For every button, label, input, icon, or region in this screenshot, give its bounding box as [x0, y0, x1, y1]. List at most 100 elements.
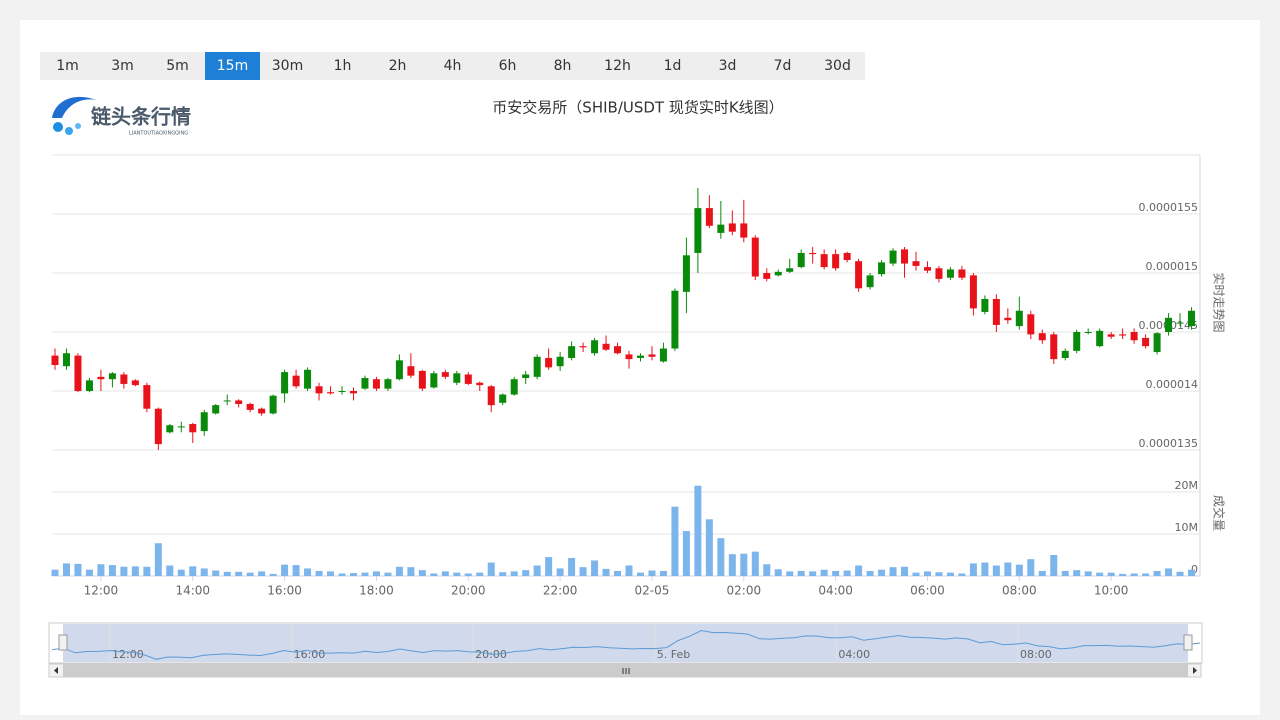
tab[interactable]: 30d — [824, 58, 851, 74]
candle-body — [97, 376, 105, 380]
navigator — [48, 622, 1203, 664]
volume-bar — [361, 572, 369, 576]
volume-tick-label: 0 — [1191, 563, 1198, 576]
volume-bar — [648, 570, 656, 576]
candle-body — [579, 346, 587, 348]
volume-bar — [154, 543, 162, 576]
candle-body — [981, 298, 989, 312]
navigator-handle[interactable] — [1183, 634, 1193, 651]
candle-body — [809, 252, 817, 255]
volume-bar — [51, 569, 59, 576]
candle-body — [763, 273, 771, 279]
navigator-label: 12:00 — [112, 648, 144, 661]
volume-bar — [1142, 573, 1150, 576]
volume-bar — [453, 572, 461, 576]
candle-body — [1038, 333, 1046, 341]
candle-body — [786, 268, 794, 272]
tab[interactable]: 1m — [56, 58, 79, 74]
volume-bar — [476, 572, 484, 576]
volume-bar — [97, 564, 105, 576]
candle-body — [177, 426, 185, 428]
candle-body — [545, 357, 553, 368]
candle-body — [258, 408, 266, 414]
tab[interactable]: 6h — [499, 58, 517, 74]
volume-bar — [85, 569, 93, 576]
volume-bar — [935, 572, 943, 576]
volume-bar — [384, 572, 392, 576]
volume-bar — [855, 565, 863, 576]
volume-bar — [1061, 570, 1069, 576]
candle-body — [487, 386, 495, 406]
volume-bar — [1050, 555, 1058, 576]
volume-bar — [292, 565, 300, 576]
volume-bar — [1153, 570, 1161, 576]
candle-body — [602, 343, 610, 350]
candle-body — [499, 394, 507, 403]
candle-body — [1119, 334, 1127, 336]
candle-body — [556, 356, 564, 367]
tab[interactable]: 4h — [444, 58, 462, 74]
volume-bar — [545, 557, 553, 576]
volume-bar — [1119, 573, 1127, 576]
tab[interactable]: 12h — [604, 58, 631, 74]
tab[interactable]: 1d — [664, 58, 682, 74]
candle-body — [120, 374, 128, 384]
candle-body — [85, 380, 93, 391]
candle-body — [384, 379, 392, 389]
scrollbar-arrow[interactable] — [54, 667, 58, 674]
candle-body — [568, 346, 576, 358]
candle-body — [728, 223, 736, 232]
tab[interactable]: 3m — [111, 58, 134, 74]
candle-body — [958, 269, 966, 278]
x-tick-label: 02-05 — [635, 584, 670, 598]
candle-body — [510, 379, 518, 395]
candle-body — [1165, 317, 1173, 332]
tab[interactable]: 30m — [272, 58, 303, 74]
candle-body — [774, 271, 782, 276]
candle-body — [372, 379, 380, 389]
tab[interactable]: 8h — [554, 58, 572, 74]
candle-body — [751, 237, 759, 277]
volume-bar — [1107, 572, 1115, 576]
y-tick-label: 0.000015 — [1146, 260, 1199, 273]
candle-body — [361, 378, 369, 389]
volume-bar — [625, 565, 633, 576]
volume-bar — [728, 554, 736, 576]
tab[interactable]: 3d — [719, 58, 737, 74]
tab[interactable]: 7d — [774, 58, 792, 74]
navigator-label: 04:00 — [838, 648, 870, 661]
logo: 链头条行情 LIANTOUTIAOXINGQING — [52, 96, 191, 137]
candle-body — [625, 354, 633, 360]
candle-body — [131, 380, 139, 386]
navigator-handle[interactable] — [58, 634, 68, 651]
volume-bar — [602, 568, 610, 576]
candle-body — [614, 346, 622, 354]
tab-active[interactable] — [205, 52, 260, 80]
tab[interactable]: 5m — [166, 58, 189, 74]
candle-body — [1130, 332, 1138, 341]
candle-body — [315, 386, 323, 394]
navigator-mask[interactable] — [63, 624, 1188, 662]
volume-bar — [407, 567, 415, 576]
candle-body — [946, 269, 954, 278]
tab[interactable]: 2h — [389, 58, 407, 74]
volume-bar — [901, 566, 909, 576]
volume-bar — [832, 570, 840, 576]
volume-axis-title: 成交量 — [1212, 495, 1227, 531]
candle-body — [1176, 322, 1184, 324]
volume-bar — [395, 566, 403, 576]
candle-body — [223, 400, 231, 402]
tab[interactable]: 1h — [334, 58, 352, 74]
volume-bar — [740, 553, 748, 576]
candle-body — [832, 254, 840, 269]
x-tick-label: 02:00 — [727, 584, 762, 598]
volume-bar — [246, 572, 254, 576]
candle-body — [671, 290, 679, 349]
scrollbar-arrow[interactable] — [1193, 667, 1197, 674]
candle-body — [648, 354, 656, 357]
candle-body — [269, 395, 277, 414]
volume-bar — [591, 560, 599, 576]
logo-subtext: LIANTOUTIAOXINGQING — [129, 131, 188, 137]
tab[interactable]: 15m — [217, 58, 248, 74]
volume-bar — [430, 573, 438, 576]
